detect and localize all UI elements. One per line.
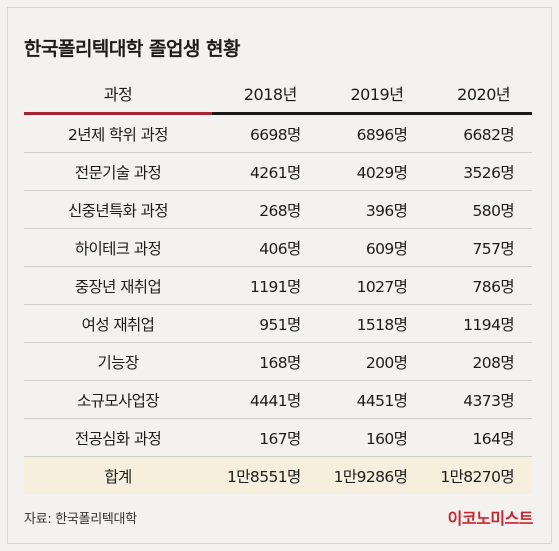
header-row: 과정 2018년 2019년 2020년 [24,74,532,115]
row-value-2018: 951명 [212,304,319,343]
row-value-2020: 786명 [425,266,532,305]
total-value-2020: 1만8270명 [425,456,532,494]
source-note: 자료: 한국폴리텍대학 [24,512,137,527]
total-value-2018: 1만8551명 [212,456,319,494]
row-value-2020: 164명 [425,418,532,457]
header-year-2018: 2018년 [212,74,319,115]
row-course: 소규모사업장 [24,380,212,419]
row-course: 중장년 재취업 [24,266,212,305]
table-row: 전공심화 과정 167명 160명 164명 [24,418,532,457]
header-year-2020: 2020년 [425,74,532,115]
page-title: 한국폴리텍대학 졸업생 현황 [24,38,241,60]
table-row: 2년제 학위 과정 6698명 6896명 6682명 [24,113,532,153]
table-row: 중장년 재취업 1191명 1027명 786명 [24,266,532,305]
row-course: 여성 재취업 [24,304,212,343]
row-value-2020: 1194명 [425,304,532,343]
table-row: 소규모사업장 4441명 4451명 4373명 [24,380,532,419]
row-value-2020: 580명 [425,190,532,229]
row-value-2018: 268명 [212,190,319,229]
table-row: 여성 재취업 951명 1518명 1194명 [24,304,532,343]
row-course: 하이테크 과정 [24,228,212,267]
row-value-2019: 4451명 [318,380,426,419]
row-value-2018: 4441명 [212,380,319,419]
row-value-2019: 200명 [318,342,426,381]
row-value-2020: 6682명 [425,113,532,153]
row-course: 전공심화 과정 [24,418,212,457]
header-year-2019: 2019년 [318,74,426,115]
table-row: 신중년특화 과정 268명 396명 580명 [24,190,532,229]
row-value-2018: 168명 [212,342,319,381]
row-value-2018: 406명 [212,228,319,267]
row-value-2018: 6698명 [212,113,319,153]
row-value-2020: 4373명 [425,380,532,419]
row-value-2019: 1027명 [318,266,426,305]
total-value-2019: 1만9286명 [318,456,426,494]
row-value-2020: 757명 [425,228,532,267]
row-course: 기능장 [24,342,212,381]
row-value-2019: 6896명 [318,113,426,153]
total-label: 합계 [24,456,212,494]
table-row: 전문기술 과정 4261명 4029명 3526명 [24,152,532,191]
row-value-2019: 4029명 [318,152,426,191]
row-course: 신중년특화 과정 [24,190,212,229]
row-course: 전문기술 과정 [24,152,212,191]
table-row: 하이테크 과정 406명 609명 757명 [24,228,532,267]
row-value-2019: 609명 [318,228,426,267]
row-value-2019: 1518명 [318,304,426,343]
total-row: 합계 1만8551명 1만9286명 1만8270명 [24,456,532,494]
row-value-2018: 167명 [212,418,319,457]
row-value-2020: 3526명 [425,152,532,191]
row-value-2018: 4261명 [212,152,319,191]
row-course: 2년제 학위 과정 [24,113,212,153]
brand-logo: 이코노미스트 [447,509,534,528]
row-value-2018: 1191명 [212,266,319,305]
row-value-2020: 208명 [425,342,532,381]
row-value-2019: 160명 [318,418,426,457]
frame-border [7,7,552,544]
header-course: 과정 [24,74,212,115]
graduates-table: 과정 2018년 2019년 2020년 2년제 학위 과정 6698명 689… [24,74,532,494]
row-value-2019: 396명 [318,190,426,229]
table-row: 기능장 168명 200명 208명 [24,342,532,381]
